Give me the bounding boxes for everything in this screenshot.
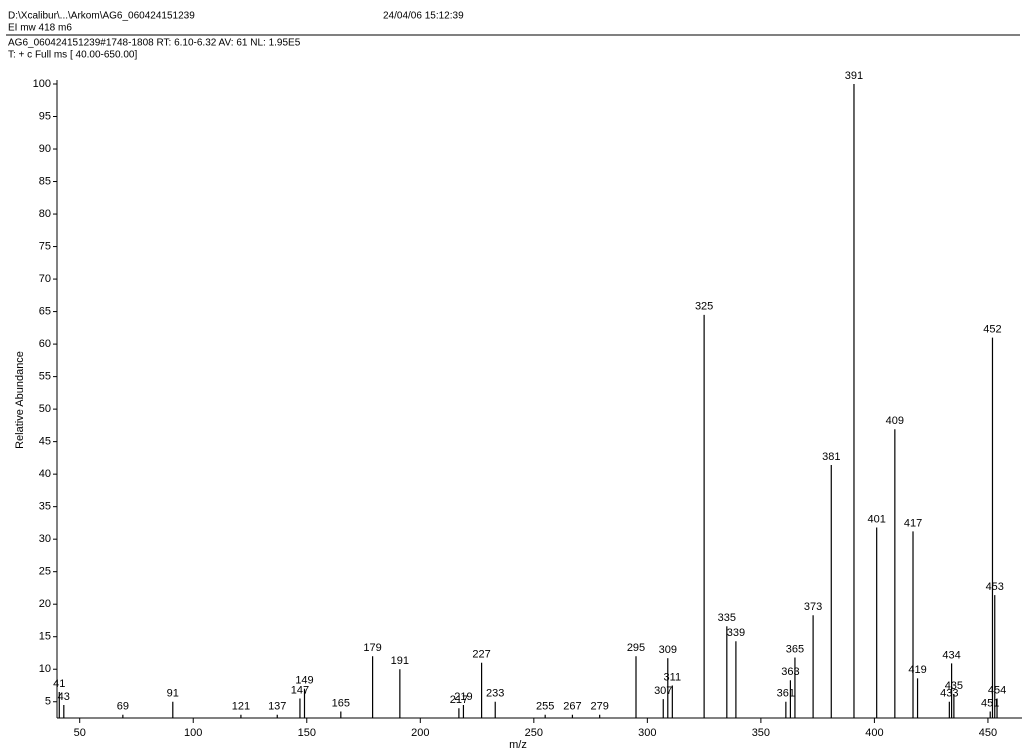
- y-tick-label: 25: [39, 566, 51, 578]
- y-tick-label: 95: [39, 110, 51, 122]
- peak-label: 41: [53, 678, 65, 690]
- peak-label: 309: [659, 644, 677, 656]
- peak-label: 391: [845, 70, 863, 82]
- peak-label: 363: [781, 666, 799, 678]
- y-tick-label: 40: [39, 468, 51, 480]
- peak-label: 311: [664, 671, 682, 683]
- x-tick-label: 250: [525, 727, 543, 739]
- file-path: D:\Xcalibur\...\Arkom\AG6_060424151239: [8, 11, 195, 22]
- y-tick-label: 80: [39, 208, 51, 220]
- x-tick-label: 200: [411, 727, 429, 739]
- y-tick-label: 85: [39, 175, 51, 187]
- peak-label: 137: [268, 701, 286, 713]
- y-tick-label: 15: [39, 631, 51, 643]
- peak-label: 453: [986, 581, 1004, 593]
- y-tick-label: 100: [33, 78, 51, 90]
- y-axis-title: Relative Abundance: [14, 351, 26, 449]
- peak-label: 373: [804, 601, 822, 613]
- y-tick-label: 50: [39, 403, 51, 415]
- y-tick-label: 65: [39, 305, 51, 317]
- x-tick-label: 350: [752, 727, 770, 739]
- x-tick-label: 150: [298, 727, 316, 739]
- peak-label: 381: [822, 451, 840, 463]
- y-tick-label: 55: [39, 371, 51, 383]
- datetime: 24/04/06 15:12:39: [383, 11, 464, 22]
- peak-label: 267: [563, 701, 581, 713]
- peak-label: 295: [627, 642, 645, 654]
- peak-label: 365: [786, 643, 804, 655]
- peak-label: 165: [332, 697, 350, 709]
- x-tick-label: 50: [74, 727, 86, 739]
- peak-label: 307: [654, 685, 672, 697]
- peak-label: 233: [486, 688, 504, 700]
- peak-label: 435: [945, 680, 963, 692]
- x-axis-title: m/z: [509, 739, 527, 751]
- peak-label: 361: [777, 688, 795, 700]
- y-tick-label: 45: [39, 436, 51, 448]
- peak-label: 452: [983, 324, 1001, 336]
- peak-label: 409: [886, 415, 904, 427]
- y-tick-label: 90: [39, 143, 51, 155]
- y-tick-label: 20: [39, 598, 51, 610]
- peak-label: 217: [450, 694, 468, 706]
- peak-label: 149: [295, 675, 313, 687]
- peak-label: 279: [590, 701, 608, 713]
- peak-label: 401: [868, 513, 886, 525]
- peak-label: 417: [904, 517, 922, 529]
- sample-name: EI mw 418 m6: [8, 23, 72, 34]
- y-tick-label: 60: [39, 338, 51, 350]
- peak-label: 419: [908, 664, 926, 676]
- peak-label: 43: [58, 691, 70, 703]
- peak-label: 434: [942, 649, 960, 661]
- peak-label: 325: [695, 301, 713, 313]
- filter-info: T: + c Full ms [ 40.00-650.00]: [8, 50, 137, 61]
- y-tick-label: 10: [39, 663, 51, 675]
- y-tick-label: 5: [45, 696, 51, 708]
- peak-label: 191: [391, 655, 409, 667]
- peak-label: 255: [536, 701, 554, 713]
- x-tick-label: 100: [184, 727, 202, 739]
- peak-label: 335: [718, 612, 736, 624]
- y-tick-label: 75: [39, 240, 51, 252]
- y-tick-label: 30: [39, 533, 51, 545]
- peak-label: 69: [117, 701, 129, 713]
- peak-label: 121: [232, 701, 250, 713]
- x-tick-label: 450: [979, 727, 997, 739]
- x-tick-label: 400: [865, 727, 883, 739]
- y-tick-label: 70: [39, 273, 51, 285]
- peak-label: 219: [454, 691, 472, 703]
- peak-label: 454: [988, 684, 1006, 696]
- peak-label: 91: [167, 688, 179, 700]
- peak-label: 227: [472, 649, 490, 661]
- y-tick-label: 35: [39, 501, 51, 513]
- scan-info: AG6_060424151239#1748-1808 RT: 6.10-6.32…: [8, 38, 301, 49]
- peak-label: 339: [727, 627, 745, 639]
- peak-label: 179: [363, 642, 381, 654]
- x-tick-label: 300: [638, 727, 656, 739]
